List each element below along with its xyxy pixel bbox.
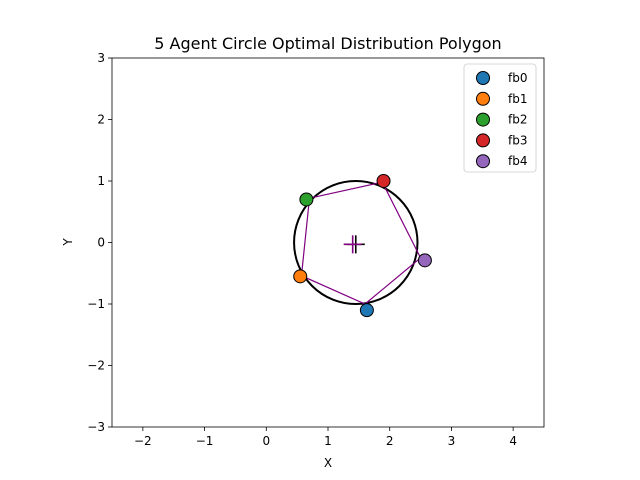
- legend-marker-fb0: [476, 71, 490, 85]
- legend-label-fb0: fb0: [508, 71, 527, 85]
- y-tick-label: 2: [97, 113, 105, 127]
- legend-label-fb4: fb4: [508, 154, 527, 168]
- point-fb2: [299, 192, 314, 207]
- legend-marker-fb4: [476, 154, 490, 169]
- chart-title: 5 Agent Circle Optimal Distribution Poly…: [154, 34, 501, 53]
- x-tick-label: 3: [448, 434, 456, 448]
- center-marker: [343, 235, 362, 254]
- y-tick-label: −3: [87, 420, 105, 434]
- point-fb4: [417, 253, 432, 268]
- x-tick-label: −1: [196, 434, 214, 448]
- x-tick-label: −2: [134, 434, 152, 448]
- distribution-circle: [293, 180, 419, 305]
- x-tick-label: 4: [509, 434, 517, 448]
- x-tick-label: 0: [262, 434, 270, 448]
- point-fb1: [293, 269, 308, 284]
- legend: fb0 fb1 fb2 fb3 fb4: [463, 63, 537, 173]
- y-tick-label: −1: [87, 297, 105, 311]
- legend-marker-fb2: [476, 112, 490, 127]
- legend-marker-fb3: [476, 133, 490, 148]
- y-tick-label: −2: [87, 359, 105, 373]
- y-tick-label: 3: [97, 51, 105, 65]
- y-tick-label: 0: [97, 236, 105, 250]
- axes-frame: [111, 57, 545, 428]
- point-fb3: [376, 174, 391, 188]
- point-fb0: [359, 303, 374, 318]
- y-axis-label: Y: [61, 238, 75, 247]
- y-tick-label: 1: [97, 174, 105, 188]
- plot-content: [293, 174, 432, 318]
- legend-label-fb2: fb2: [508, 113, 527, 127]
- legend-label-fb3: fb3: [508, 133, 527, 147]
- x-tick-label: 1: [324, 434, 332, 448]
- x-tick-label: 2: [386, 434, 394, 448]
- x-axis-label: X: [324, 456, 332, 470]
- legend-label-fb1: fb1: [508, 92, 527, 106]
- plot-area: −2 −1 0 1 2 3 4 −3 −2 −1 0 1 2 3 fb0 fb1 fb2 fb3 fb4: [87, 51, 545, 448]
- optimal-polygon: [300, 181, 422, 305]
- legend-marker-fb1: [476, 91, 490, 106]
